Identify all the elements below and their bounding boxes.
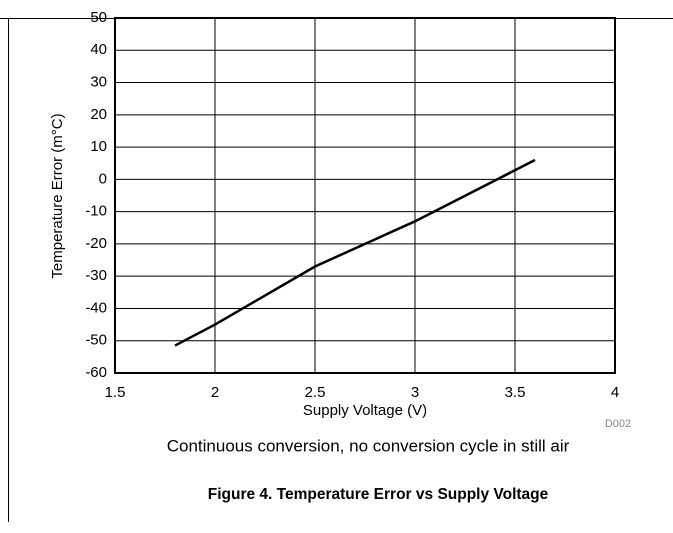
caption: Continuous conversion, no conversion cyc… [167, 436, 570, 455]
y-tick-label: 50 [90, 9, 107, 26]
x-axis-label: Supply Voltage (V) [303, 402, 427, 419]
y-tick-label: -20 [85, 235, 107, 252]
plot-frame [114, 17, 616, 374]
x-tick-label: 3.5 [505, 384, 526, 401]
figure-title: Figure 4. Temperature Error vs Supply Vo… [208, 486, 549, 503]
y-tick-label: -10 [85, 203, 107, 220]
x-tick-label: 2 [211, 384, 219, 401]
x-tick-label: 1.5 [105, 384, 126, 401]
x-tick-label: 2.5 [305, 384, 326, 401]
y-axis-label: Temperature Error (m°C) [49, 113, 66, 278]
y-tick-label: -50 [85, 332, 107, 349]
data-line [174, 158, 536, 347]
y-tick-label: -60 [85, 364, 107, 381]
y-tick-label: -40 [85, 299, 107, 316]
y-tick-label: 10 [90, 138, 107, 155]
y-tick-label: 0 [99, 170, 107, 187]
y-tick-label: -30 [85, 267, 107, 284]
y-tick-label: 30 [90, 74, 107, 91]
x-tick-label: 3 [411, 384, 419, 401]
y-tick-label: 40 [90, 41, 107, 58]
y-tick-label: 20 [90, 106, 107, 123]
annotation: D002 [605, 418, 631, 430]
x-tick-label: 4 [611, 384, 619, 401]
